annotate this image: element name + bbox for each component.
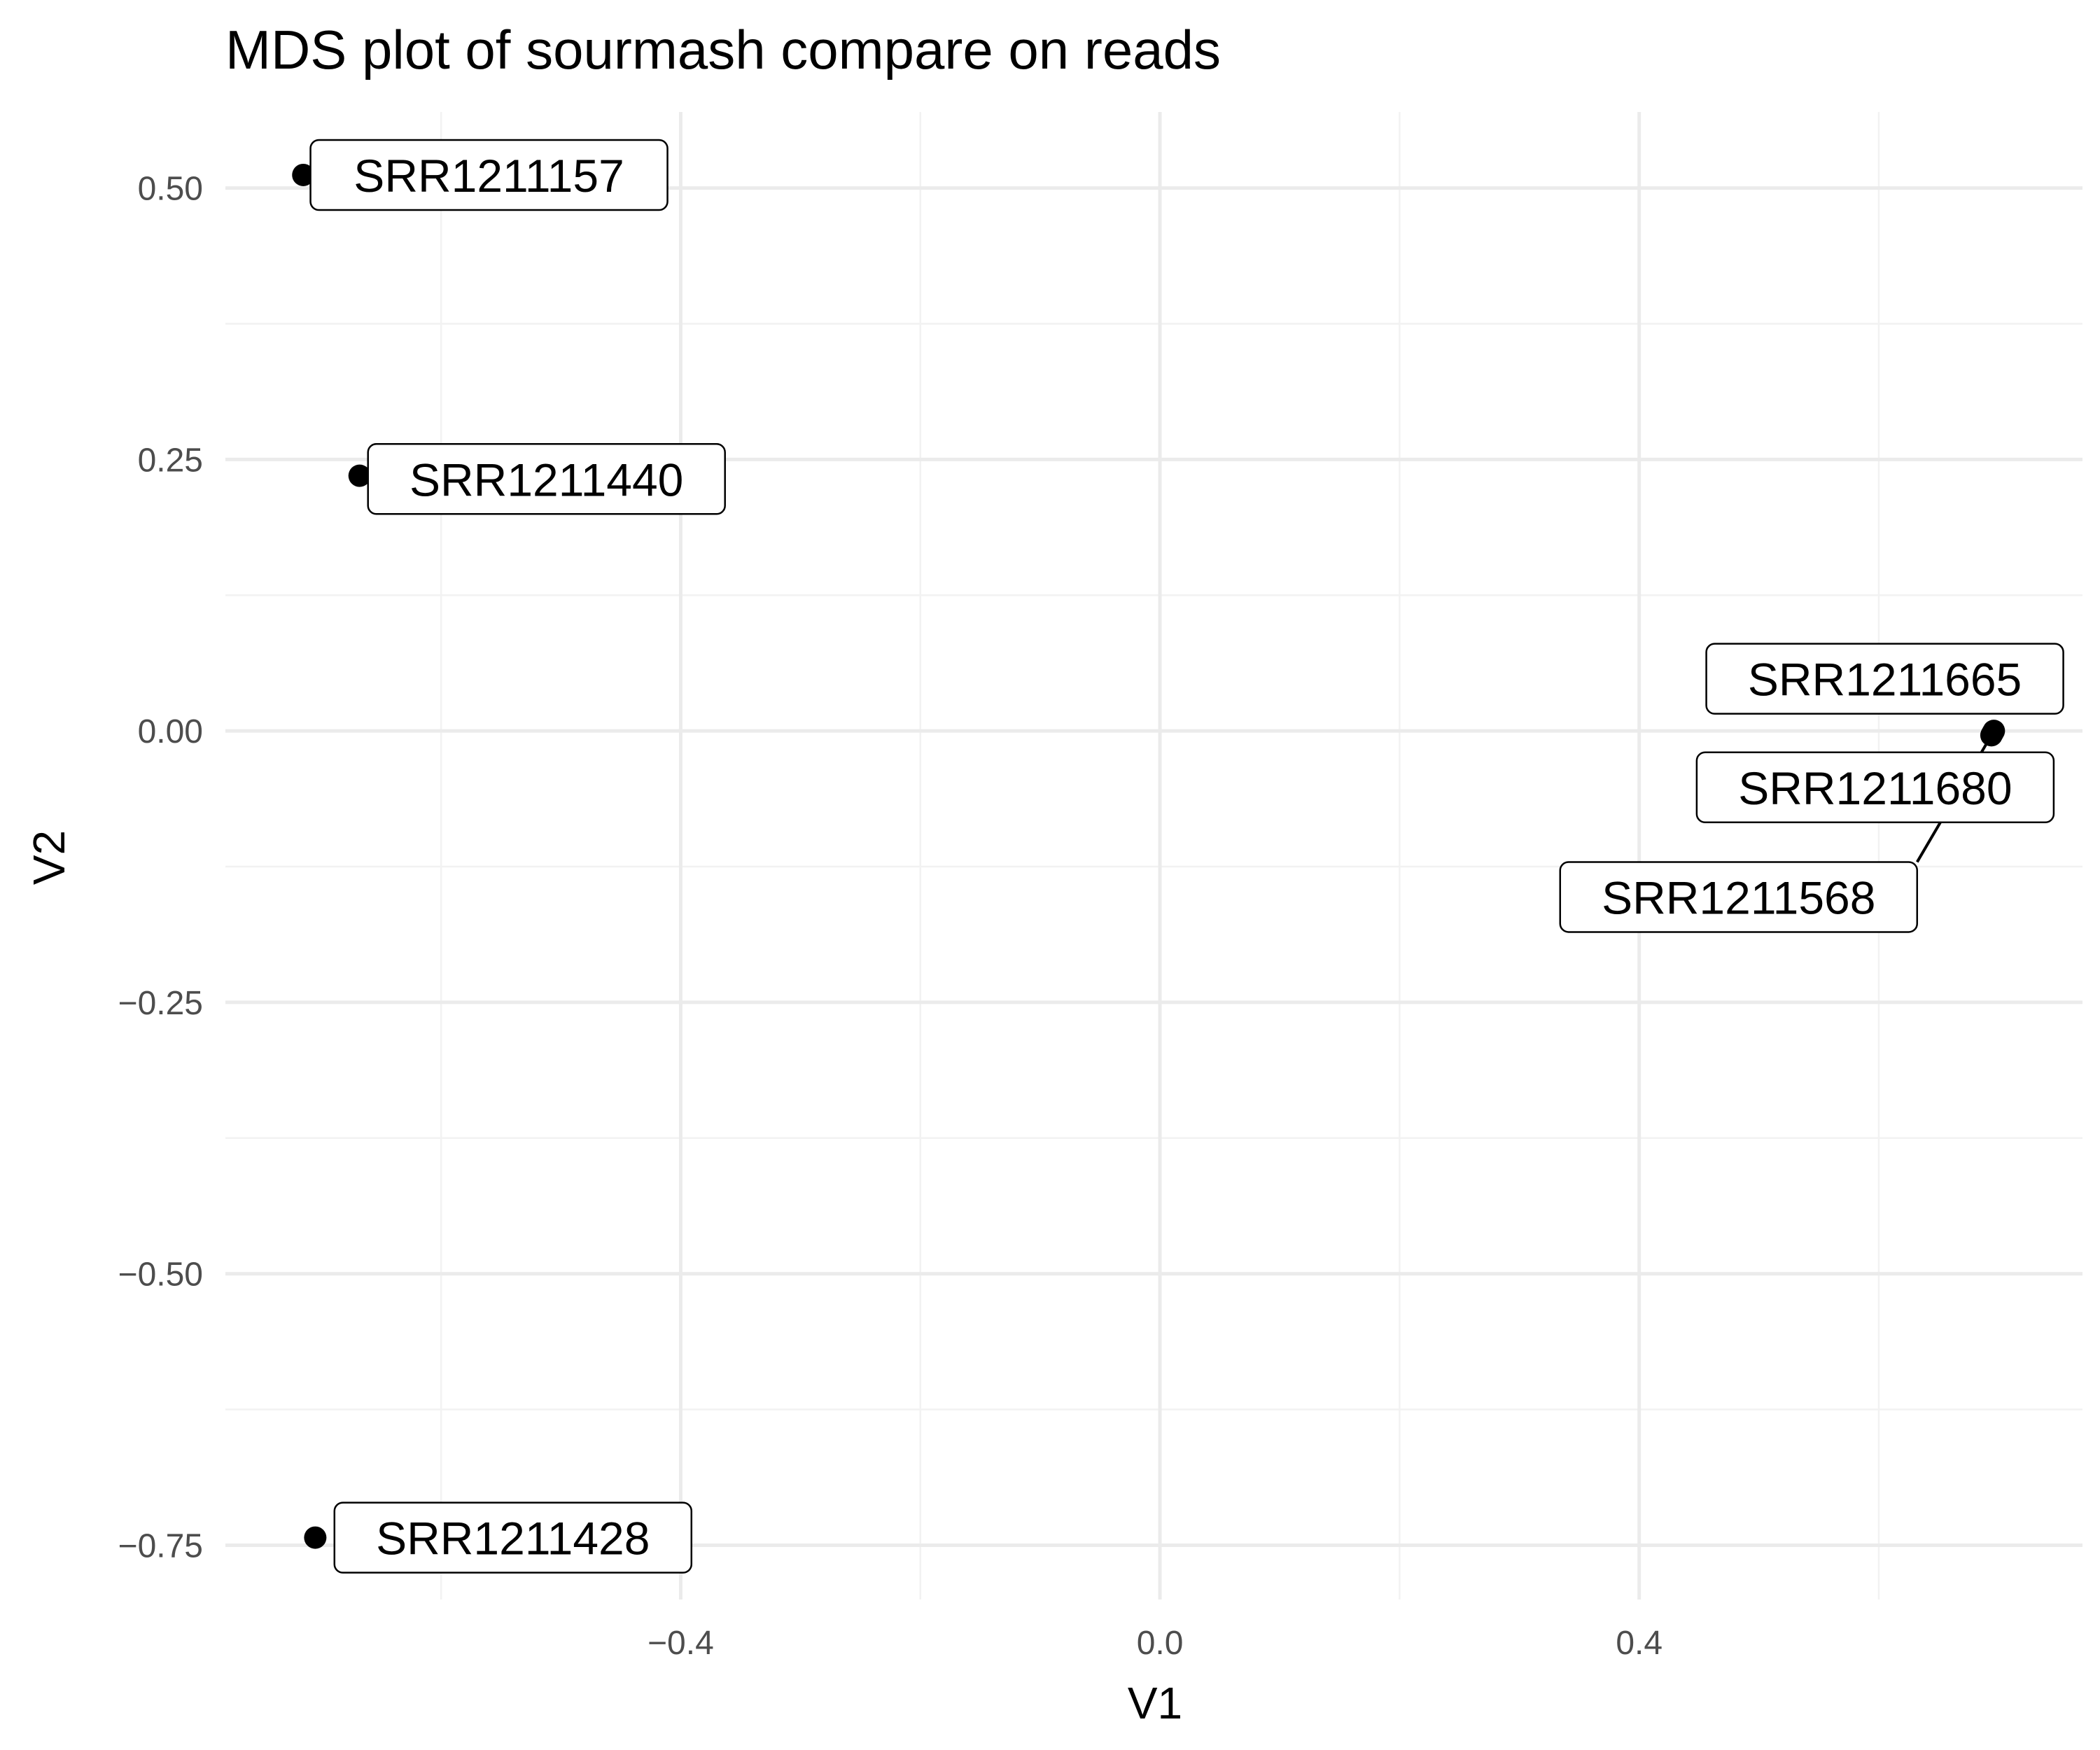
chart-title: MDS plot of sourmash compare on reads: [225, 19, 1221, 80]
point-label-box: [309, 139, 668, 211]
x-tick-label: −0.4: [648, 1625, 714, 1662]
x-axis-tick-labels: −0.4 0.0 0.4: [648, 1625, 1662, 1662]
y-tick-label: −0.75: [118, 1527, 203, 1564]
point-label-box: [1705, 643, 2064, 715]
point-label-box: [1559, 861, 1919, 933]
point-label: SRR1211665: [1748, 654, 2022, 706]
point-labels: SRR1211157 SRR1211440 SRR1211665 SRR1211680…: [309, 139, 2064, 1574]
y-tick-label: 0.50: [138, 171, 203, 208]
data-point: [292, 163, 315, 186]
y-tick-label: 0.00: [138, 713, 203, 750]
point-label: SRR1211568: [1602, 872, 1875, 923]
y-axis-title: V2: [24, 830, 74, 885]
point-label-box: [333, 1502, 693, 1574]
point-label: SRR1211428: [376, 1513, 650, 1564]
x-axis-title: V1: [1128, 1678, 1182, 1728]
major-gridlines: [225, 112, 2082, 1600]
data-point: [1980, 724, 2003, 747]
data-point: [304, 1526, 327, 1549]
data-points: [292, 163, 2005, 1549]
y-tick-label: −0.25: [118, 985, 203, 1022]
x-tick-label: 0.0: [1137, 1625, 1184, 1662]
point-label: SRR1211157: [354, 150, 624, 202]
data-point: [348, 464, 371, 487]
minor-gridlines: [225, 112, 2082, 1600]
y-tick-label: 0.25: [138, 442, 203, 479]
point-label: SRR1211440: [410, 454, 683, 505]
point-label-box: [367, 443, 726, 515]
point-label-box: [1695, 751, 2055, 824]
point-label: SRR1211680: [1738, 762, 2012, 814]
y-axis-tick-labels: 0.50 0.25 0.00 −0.25 −0.50 −0.75: [118, 171, 203, 1565]
x-tick-label: 0.4: [1616, 1625, 1662, 1662]
y-tick-label: −0.50: [118, 1256, 203, 1294]
